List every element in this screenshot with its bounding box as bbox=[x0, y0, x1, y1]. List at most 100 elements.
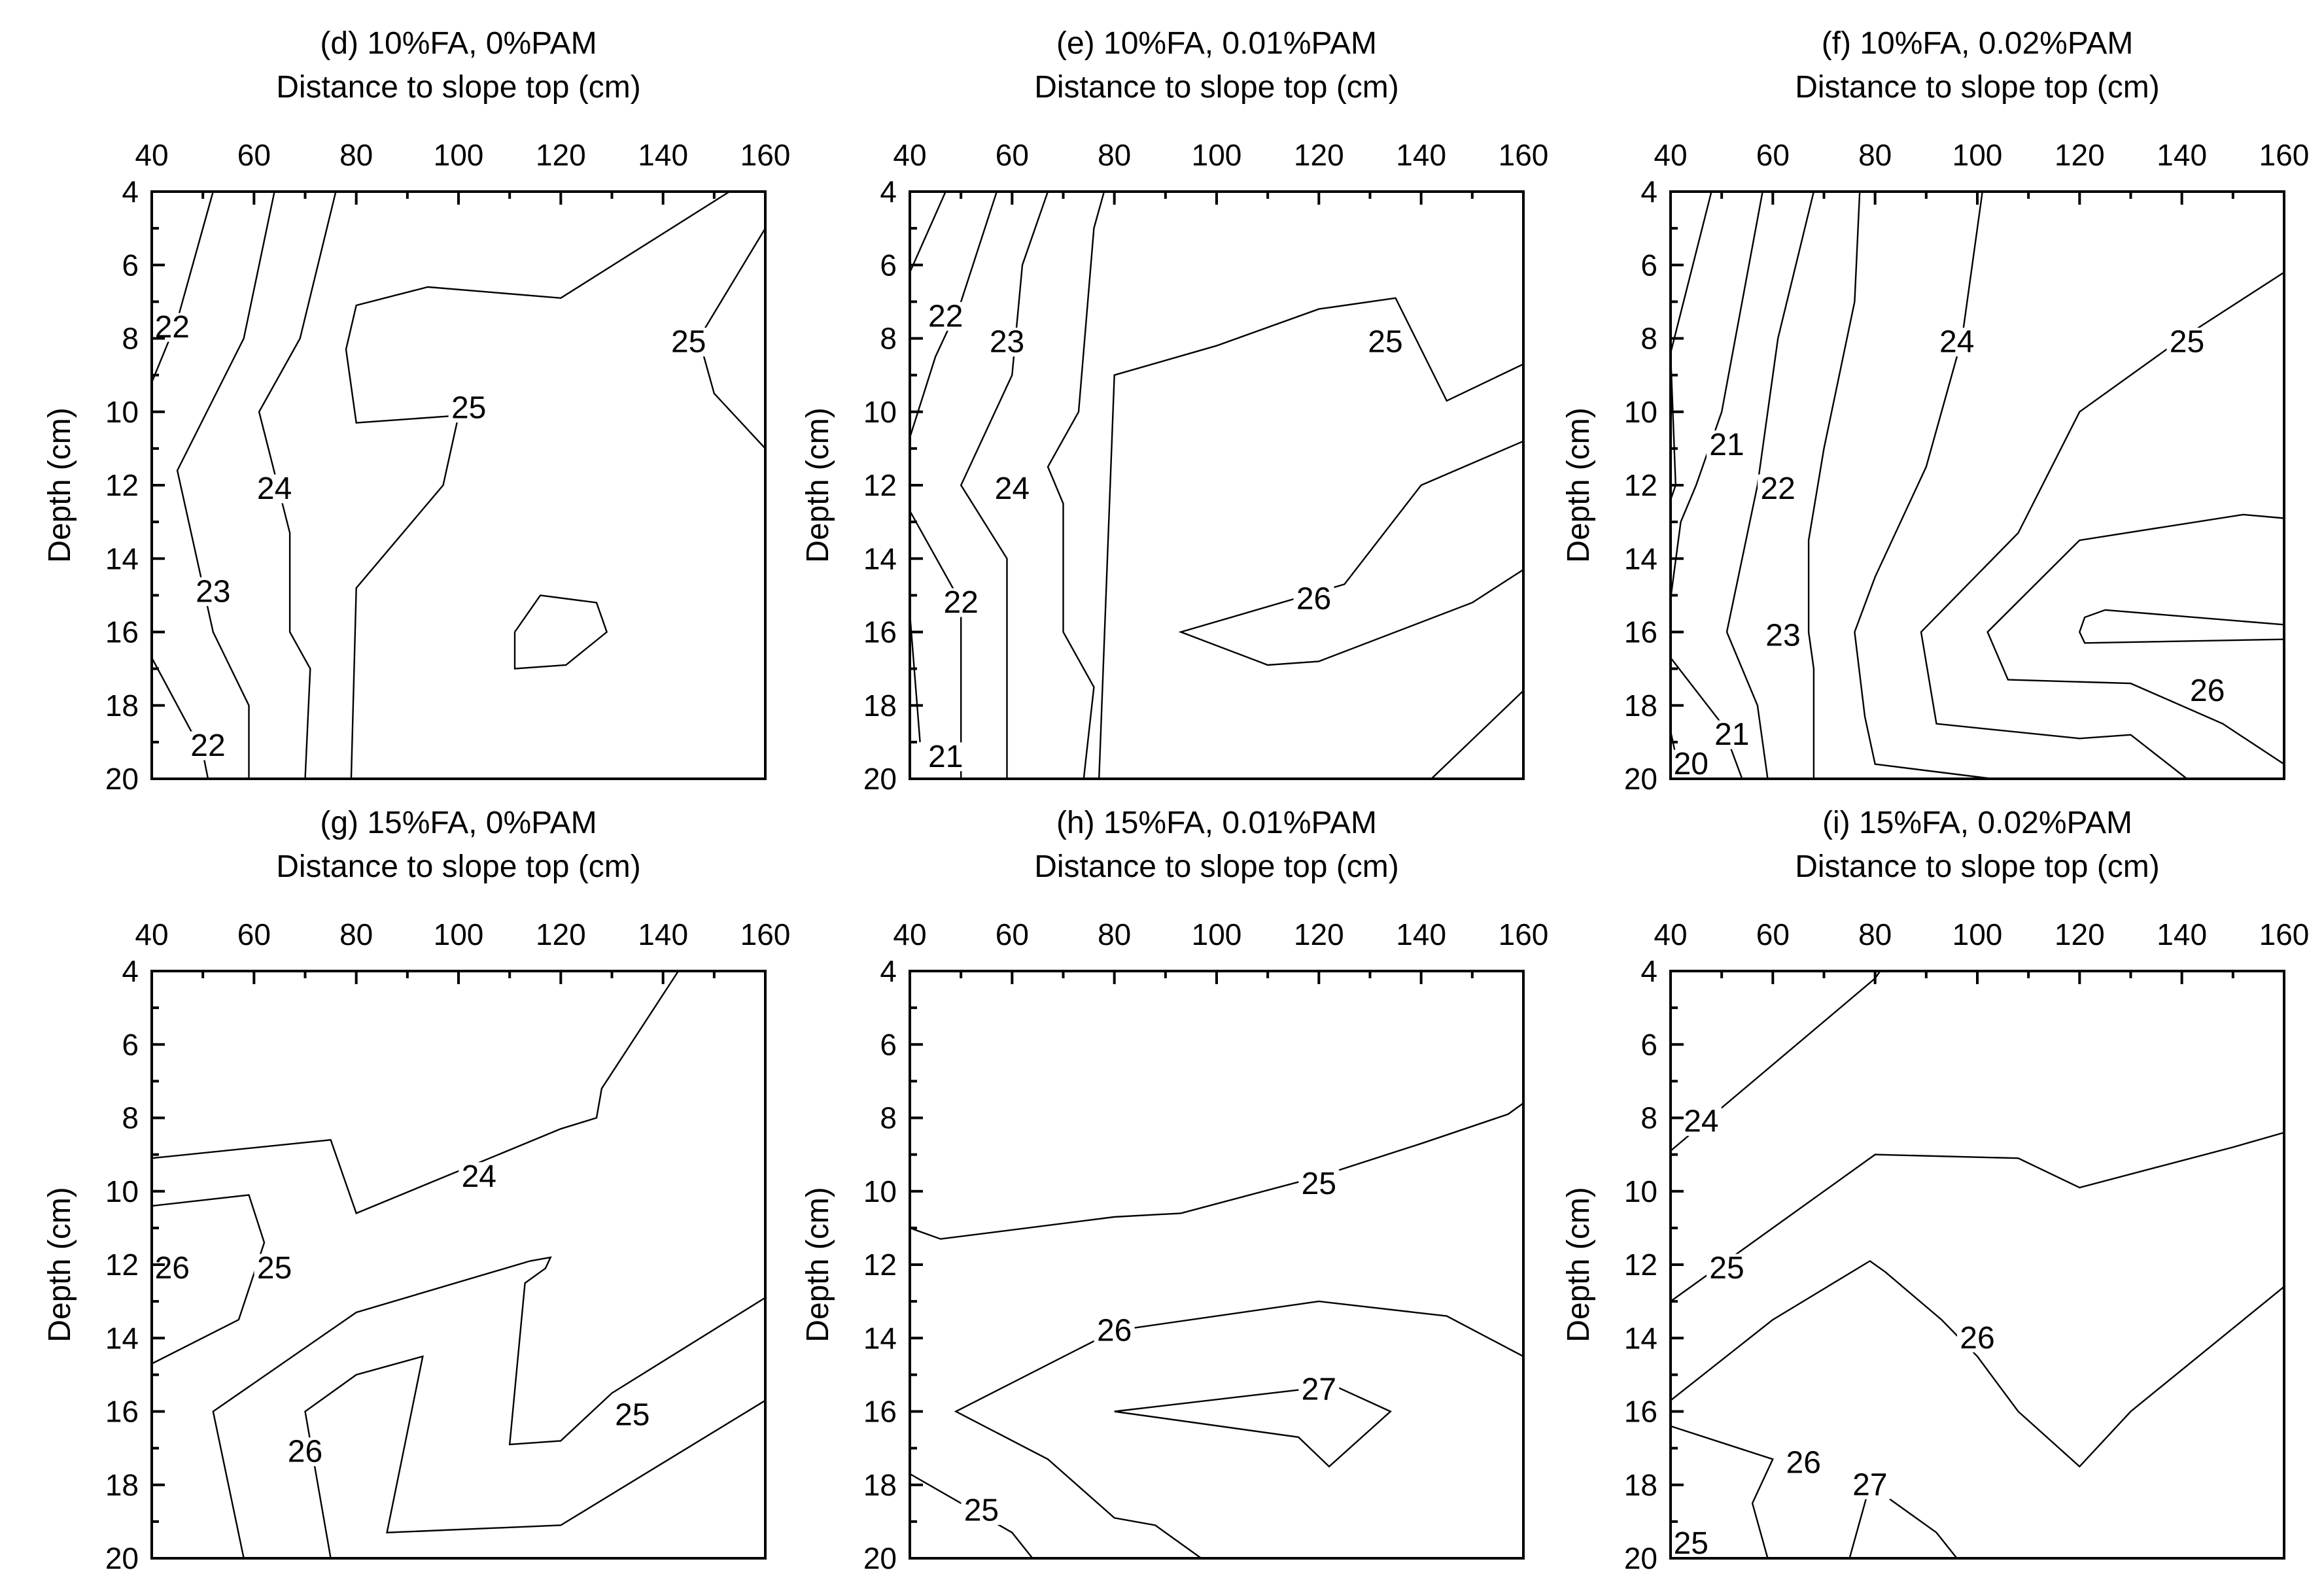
panel-2-contour-label-4: 24 bbox=[995, 471, 1030, 506]
panel-5-contour-label-bg-1 bbox=[1298, 1169, 1340, 1199]
panel-4-ytick-label-4: 4 bbox=[122, 954, 139, 988]
panel-1-contour-label-3: 25 bbox=[451, 391, 486, 426]
panel-3-xtick-label-160: 160 bbox=[2259, 138, 2310, 172]
panel-1-xtick-label-120: 120 bbox=[536, 138, 586, 172]
panel-3-xtick-label-80: 80 bbox=[1858, 138, 1892, 172]
panel-1-xtick-label-80: 80 bbox=[339, 138, 373, 172]
panel-6-contour-label-1: 24 bbox=[1684, 1104, 1718, 1139]
panel-4-ytick-label-10: 10 bbox=[105, 1174, 139, 1208]
panel-4-contour-label-bg-2 bbox=[152, 1254, 193, 1283]
panel-6-xtick-label-140: 140 bbox=[2157, 917, 2207, 951]
panel-4-contour-25-3 bbox=[212, 1256, 766, 1559]
panel-1: (d) 10%FA, 0%PAM Distance to slope top (c… bbox=[43, 26, 790, 796]
panel-3-xtick-label-60: 60 bbox=[1756, 138, 1790, 172]
panel-5-xtick-label-60: 60 bbox=[996, 917, 1029, 951]
panel-6-ytick-label-10: 10 bbox=[1624, 1174, 1657, 1208]
panel-2-contour-25-7 bbox=[1098, 297, 1524, 779]
panel-2-ytick-label-4: 4 bbox=[880, 175, 897, 209]
panel-6-contour-label-bg-5 bbox=[1849, 1470, 1890, 1499]
panel-3-contour-label-6: 26 bbox=[2190, 674, 2225, 708]
panel-5-contour-label-bg-2 bbox=[1094, 1316, 1135, 1346]
panel-3-xtick-label-120: 120 bbox=[2055, 138, 2105, 172]
panel-1-contour-label-bg-4 bbox=[254, 474, 295, 504]
panel-5-ytick-label-12: 12 bbox=[863, 1248, 897, 1282]
panel-3-contour-label-5: 23 bbox=[1765, 619, 1800, 653]
panel-4: (g) 15%FA, 0%PAM Distance to slope top (c… bbox=[43, 806, 790, 1575]
panel-3-xtick-label-140: 140 bbox=[2157, 138, 2207, 172]
panel-6-ytick-label-6: 6 bbox=[1640, 1027, 1657, 1061]
panel-4-xtick-label-100: 100 bbox=[434, 917, 484, 951]
panel-2-contour-27-9 bbox=[1431, 690, 1524, 779]
panel-3-contour-label-bg-4 bbox=[1758, 474, 1799, 504]
panel-2-contour-label-2: 23 bbox=[990, 325, 1024, 360]
panel-2-ytick-label-16: 16 bbox=[863, 615, 897, 649]
panel-6-ytick-label-20: 20 bbox=[1624, 1541, 1657, 1575]
panel-5-ytick-label-8: 8 bbox=[880, 1101, 897, 1135]
panel-1-contour-label-bg-6 bbox=[187, 731, 228, 760]
panel-4-ytick-label-6: 6 bbox=[122, 1027, 139, 1061]
panel-5-xtick-label-160: 160 bbox=[1499, 917, 1549, 951]
panel-3-contour-25-6 bbox=[1920, 271, 2285, 779]
panel-5-contour-27-3 bbox=[1114, 1384, 1392, 1468]
panel-4-ytick-label-16: 16 bbox=[105, 1395, 139, 1429]
panel-2-contour-label-1: 22 bbox=[928, 299, 963, 333]
panel-2-xtick-label-60: 60 bbox=[996, 138, 1029, 172]
panel-3-ytick-label-20: 20 bbox=[1624, 762, 1657, 796]
panel-3-contour-label-bg-6 bbox=[2187, 676, 2228, 706]
panel-6-frame bbox=[1669, 970, 2285, 1560]
panel-4-contour-24-1 bbox=[151, 970, 680, 1214]
panel-3-xlabel: Distance to slope top (cm) bbox=[1795, 70, 2160, 105]
panel-2-ytick-label-18: 18 bbox=[863, 689, 897, 723]
panel-4-contour-25-2 bbox=[151, 1194, 266, 1365]
panel-1-ytick-label-12: 12 bbox=[105, 468, 139, 502]
panel-5-contour-label-3: 27 bbox=[1302, 1372, 1336, 1407]
panel-6-xlabel: Distance to slope top (cm) bbox=[1795, 849, 2160, 884]
panel-5-ytick-label-4: 4 bbox=[880, 954, 897, 988]
panel-1-contour-label-4: 24 bbox=[257, 471, 292, 506]
panel-5-xtick-label-140: 140 bbox=[1396, 917, 1446, 951]
panel-4-contour-label-bg-3 bbox=[254, 1254, 295, 1283]
panel-5-ytick-label-18: 18 bbox=[863, 1468, 897, 1502]
panel-6-xtick-label-120: 120 bbox=[2055, 917, 2105, 951]
panel-1-contour-25-7 bbox=[513, 594, 608, 670]
panel-4-ytick-label-14: 14 bbox=[105, 1321, 139, 1355]
panel-1-contour-23-2 bbox=[176, 191, 275, 779]
panel-1-frame bbox=[150, 190, 767, 780]
panel-4-ytick-label-12: 12 bbox=[105, 1248, 139, 1282]
panel-2-contour-label-7: 21 bbox=[928, 740, 963, 774]
panel-2-contour-21-6 bbox=[909, 613, 921, 742]
panel-6-contour-27-5 bbox=[1869, 1484, 1958, 1559]
panel-1-xtick-label-60: 60 bbox=[237, 138, 271, 172]
panel-2-contour-label-bg-7 bbox=[925, 742, 966, 772]
panel-5-contour-25-1 bbox=[909, 1102, 1524, 1240]
panel-1-ytick-label-20: 20 bbox=[105, 762, 139, 796]
panel-4-contour-label-1: 24 bbox=[462, 1159, 496, 1194]
panel-4-frame bbox=[150, 970, 767, 1560]
panel-1-ytick-label-6: 6 bbox=[122, 248, 139, 282]
panel-6-contour-label-3: 26 bbox=[1960, 1321, 1994, 1356]
panel-5-contour-label-bg-3 bbox=[1298, 1375, 1340, 1404]
panel-6-contour-25-2 bbox=[1670, 1131, 2285, 1303]
panel-1-contour-label-bg-2 bbox=[668, 328, 709, 357]
panel-5-contour-label-bg-4 bbox=[961, 1496, 1002, 1526]
panel-6-ytick-label-18: 18 bbox=[1624, 1468, 1657, 1502]
panel-3-ylabel: Depth (cm) bbox=[1561, 407, 1596, 562]
panel-6-contour-label-5: 27 bbox=[1852, 1467, 1887, 1502]
panel-6-contour-label-6: 25 bbox=[1674, 1526, 1708, 1561]
panel-1-contour-label-5: 23 bbox=[196, 574, 230, 609]
panel-6-ylabel: Depth (cm) bbox=[1561, 1187, 1596, 1342]
panel-3: (f) 10%FA, 0.02%PAM Distance to slope top… bbox=[1561, 26, 2309, 796]
panel-4-xtick-label-160: 160 bbox=[740, 917, 791, 951]
panel-3-contour-label-bg-5 bbox=[1762, 621, 1803, 651]
panel-3-ytick-label-8: 8 bbox=[1640, 322, 1657, 356]
panel-1-ytick-label-4: 4 bbox=[122, 175, 139, 209]
panel-5-ytick-label-20: 20 bbox=[863, 1541, 897, 1575]
panel-4-ylabel: Depth (cm) bbox=[43, 1187, 77, 1342]
panel-1-contour-label-bg-3 bbox=[448, 394, 489, 423]
panel-3-ytick-label-16: 16 bbox=[1624, 615, 1657, 649]
panel-3-ytick-label-14: 14 bbox=[1624, 541, 1657, 575]
panel-6-ytick-label-14: 14 bbox=[1624, 1321, 1657, 1355]
panel-1-ytick-label-14: 14 bbox=[105, 541, 139, 575]
panel-1-ytick-label-8: 8 bbox=[122, 322, 139, 356]
